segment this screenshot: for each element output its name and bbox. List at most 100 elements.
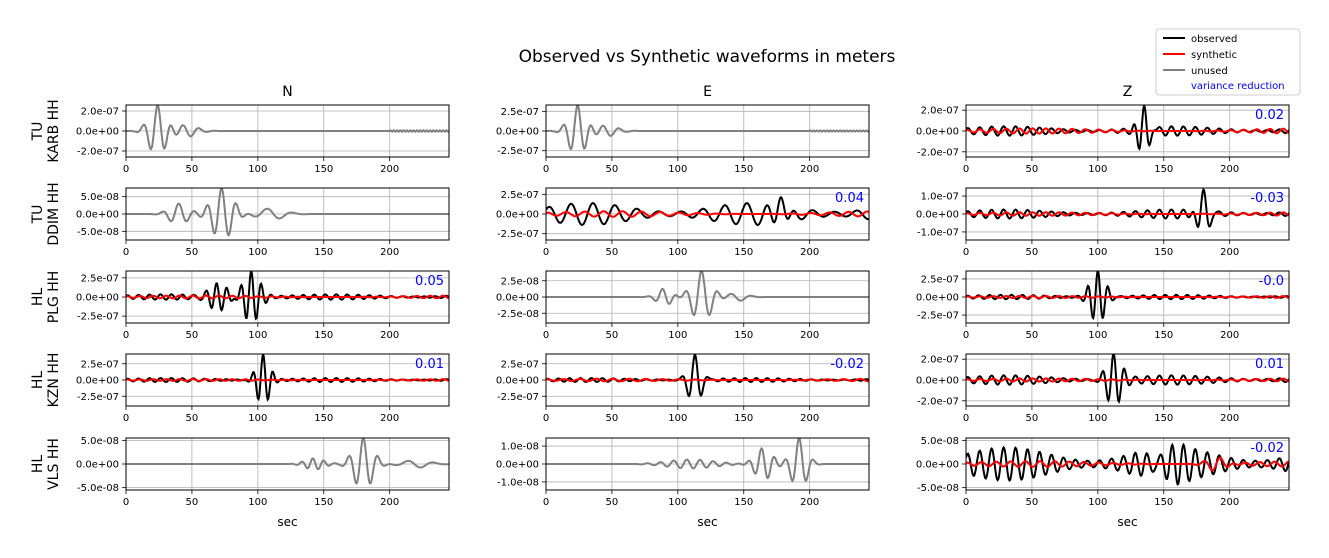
y-tick-label: -2.5e-07 [917, 311, 959, 322]
x-tick-label: 0 [543, 413, 549, 424]
x-tick-label: 200 [380, 413, 399, 424]
x-tick-label: 50 [1026, 330, 1039, 341]
legend-vr-label: variance reduction [1191, 81, 1285, 92]
y-tick-label: -2.5e-08 [497, 309, 539, 320]
x-tick-label: 100 [1088, 330, 1107, 341]
x-tick-label: 0 [123, 330, 129, 341]
x-tick-label: 0 [963, 413, 969, 424]
y-tick-label: -2.5e-07 [497, 229, 539, 240]
synthetic-trace [966, 456, 1289, 472]
variance-reduction-label: -0.02 [1250, 441, 1284, 456]
synthetic-trace [966, 294, 1289, 300]
y-tick-label: -1.0e-08 [497, 477, 539, 488]
station-network-label: HL [30, 455, 46, 474]
x-tick-label: 200 [800, 164, 819, 175]
y-tick-label: -2.5e-07 [497, 392, 539, 403]
panel-z-row1: -1.0e-07 0.0e+00 1.0e-07 0 50 100 150 200 -0.03 [916, 187, 1290, 258]
trace-group [126, 271, 449, 321]
x-tick-label: 150 [1154, 413, 1173, 424]
y-tick-label: -2.0e-07 [917, 147, 959, 158]
panel-z-row4: -5.0e-08 0.0e+00 5.0e-08 0 50 100 150 200 -0.02 [916, 436, 1290, 508]
unused-trace [546, 271, 869, 317]
trace-group [966, 442, 1289, 486]
x-tick-label: 100 [248, 413, 267, 424]
x-tick-label: 100 [1088, 247, 1107, 258]
y-tick-label: 0.0e+00 [916, 293, 959, 304]
trace-group [126, 438, 449, 485]
column-header-n: N [282, 84, 292, 100]
panel-n-row1: -5.0e-08 0.0e+00 5.0e-08 0 50 100 150 200 [76, 187, 450, 258]
station-name-label: DDIM HH [46, 182, 62, 245]
unused-trace [126, 438, 449, 485]
panel-e-row1: -2.5e-07 0.0e+00 2.5e-07 0 50 100 150 200 0.04 [496, 187, 870, 258]
figure-title: Observed vs Synthetic waveforms in meter… [519, 47, 896, 67]
observed-trace [966, 105, 1289, 151]
y-tick-label: 2.0e-07 [921, 106, 959, 117]
x-tick-label: 150 [1154, 330, 1173, 341]
panel-z-row2: -2.5e-07 0.0e+00 2.5e-07 0 50 100 150 200 -0.0 [916, 270, 1290, 341]
x-tick-label: 200 [380, 330, 399, 341]
x-tick-label: 0 [123, 497, 129, 508]
x-tick-label: 200 [800, 497, 819, 508]
panel-n-row3: -2.5e-07 0.0e+00 2.5e-07 0 50 100 150 200 0.01 [76, 353, 450, 424]
trace-group [546, 196, 869, 226]
synthetic-trace [126, 294, 449, 300]
trace-group [126, 354, 449, 402]
trace-group [546, 438, 869, 483]
y-tick-label: 5.0e-08 [81, 436, 119, 447]
x-axis-label: sec [1117, 515, 1137, 529]
y-tick-label: 5.0e-08 [921, 436, 959, 447]
x-tick-label: 0 [543, 164, 549, 175]
y-tick-label: 0.0e+00 [916, 127, 959, 138]
y-tick-label: 0.0e+00 [496, 210, 539, 221]
x-tick-label: 100 [668, 413, 687, 424]
x-tick-label: 150 [314, 413, 333, 424]
panel-e-row4: -1.0e-08 0.0e+00 1.0e-08 0 50 100 150 200 [496, 437, 870, 508]
variance-reduction-label: -0.02 [830, 357, 864, 372]
y-tick-label: 0.0e+00 [916, 210, 959, 221]
y-tick-label: -2.5e-07 [77, 312, 119, 323]
x-tick-label: 0 [543, 247, 549, 258]
panel-e-row0: -2.5e-07 0.0e+00 2.5e-07 0 50 100 150 200 [496, 104, 870, 175]
x-tick-label: 150 [1154, 164, 1173, 175]
x-tick-label: 200 [800, 330, 819, 341]
y-tick-label: -1.0e-07 [917, 227, 959, 238]
y-tick-label: 0.0e+00 [496, 127, 539, 138]
x-tick-label: 50 [606, 497, 619, 508]
x-tick-label: 200 [1220, 497, 1239, 508]
x-tick-label: 0 [123, 164, 129, 175]
y-tick-label: 0.0e+00 [496, 293, 539, 304]
x-tick-label: 0 [963, 497, 969, 508]
observed-trace [546, 354, 869, 398]
panel-e-row3: -2.5e-07 0.0e+00 2.5e-07 0 50 100 150 200 -0.02 [496, 353, 870, 424]
y-tick-label: 0.0e+00 [76, 460, 119, 471]
y-tick-label: 0.0e+00 [496, 376, 539, 387]
station-name-label: KARB HH [46, 99, 62, 162]
x-tick-label: 50 [1026, 247, 1039, 258]
variance-reduction-label: 0.04 [835, 191, 864, 206]
y-tick-label: 1.0e-07 [921, 192, 959, 203]
station-network-label: HL [30, 371, 46, 390]
x-tick-label: 150 [734, 330, 753, 341]
x-tick-label: 200 [800, 413, 819, 424]
observed-trace [126, 354, 449, 402]
x-tick-label: 100 [248, 497, 267, 508]
y-tick-label: -2.0e-07 [917, 396, 959, 407]
y-tick-label: 0.0e+00 [916, 460, 959, 471]
column-header-z: Z [1123, 84, 1133, 100]
x-tick-label: 0 [123, 413, 129, 424]
station-name-label: PLG HH [46, 271, 62, 324]
observed-trace [966, 442, 1289, 486]
x-tick-label: 200 [1220, 247, 1239, 258]
unused-trace [126, 188, 449, 237]
panel-n-row2: -2.5e-07 0.0e+00 2.5e-07 0 50 100 150 200 0.05 [76, 270, 450, 341]
y-tick-label: 2.5e-07 [81, 359, 119, 370]
x-tick-label: 150 [1154, 497, 1173, 508]
x-tick-label: 150 [1154, 247, 1173, 258]
y-tick-label: 2.5e-08 [501, 276, 539, 287]
variance-reduction-label: 0.02 [1255, 108, 1284, 123]
x-tick-label: 50 [186, 247, 199, 258]
x-tick-label: 100 [668, 247, 687, 258]
y-tick-label: 0.0e+00 [916, 376, 959, 387]
